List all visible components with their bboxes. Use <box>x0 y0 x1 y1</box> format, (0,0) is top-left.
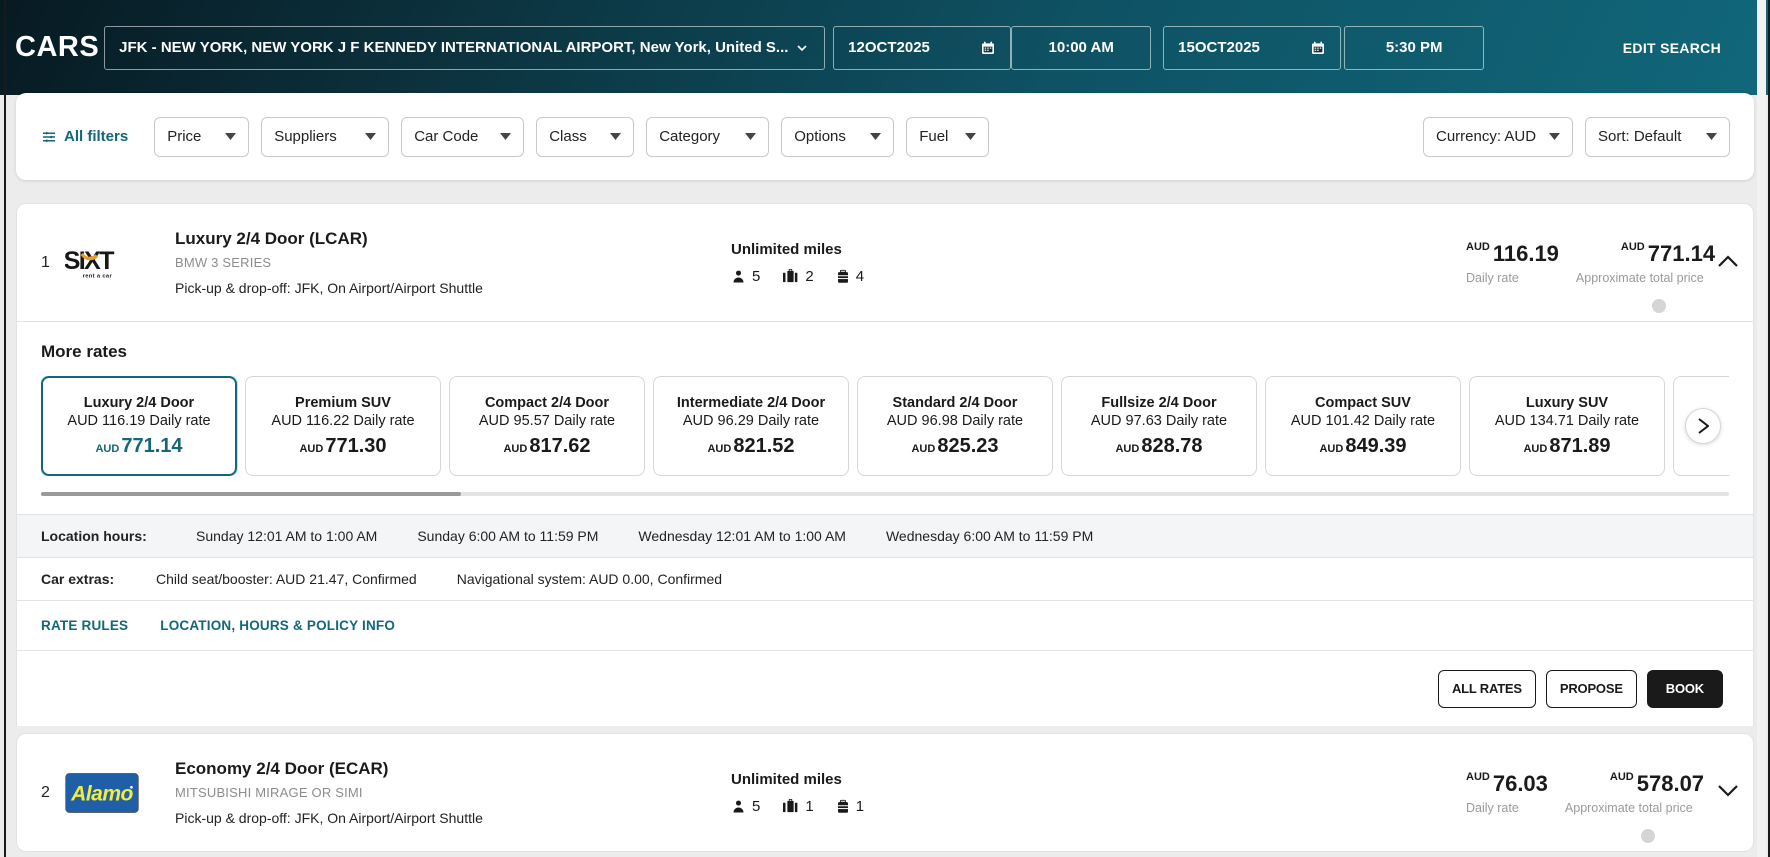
svg-text:Alamo: Alamo <box>70 782 133 805</box>
svg-text:rent a car: rent a car <box>83 273 113 279</box>
svg-text:SIXT: SIXT <box>65 247 115 275</box>
